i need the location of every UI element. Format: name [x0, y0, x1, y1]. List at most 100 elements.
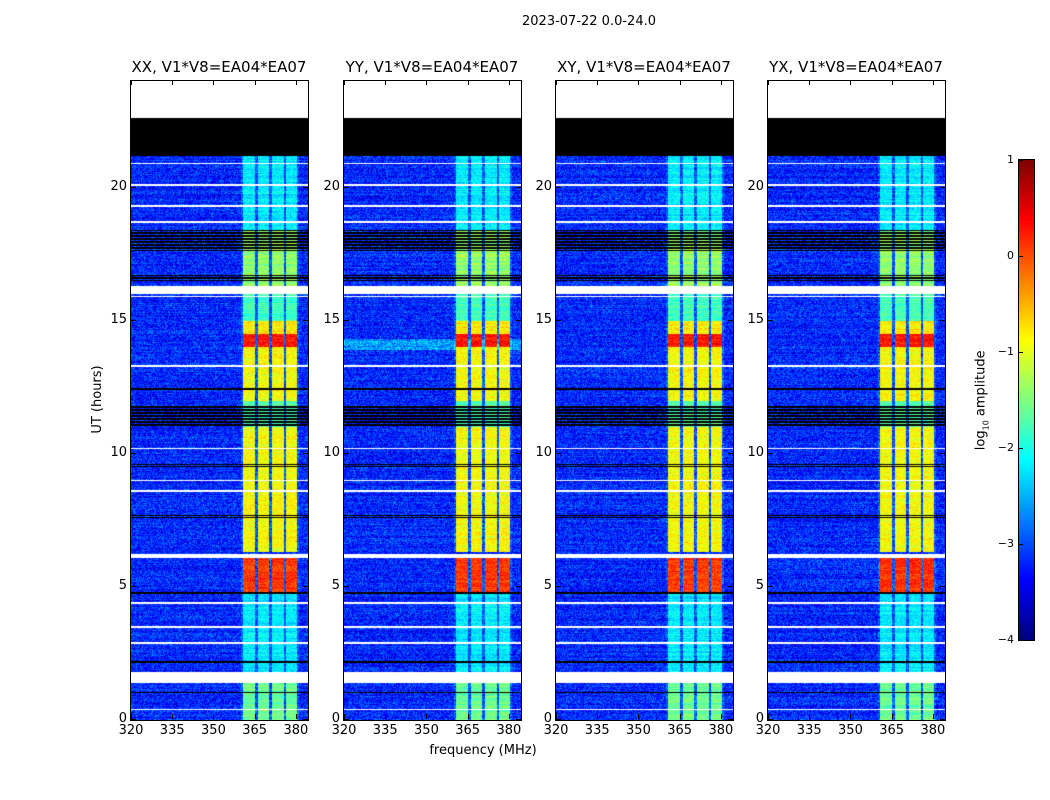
- x-tick-mark: [385, 714, 387, 719]
- x-tick-mark: [679, 80, 681, 85]
- x-tick-mark: [344, 714, 345, 719]
- colorbar-tick-label: −2: [997, 441, 1014, 454]
- y-tick-mark: [728, 719, 733, 720]
- x-tick-label: 320: [118, 723, 144, 738]
- y-tick-mark: [940, 452, 945, 454]
- colorbar: [1018, 159, 1035, 641]
- colorbar-tick-mark: [1019, 352, 1023, 353]
- y-tick-mark: [556, 319, 561, 321]
- y-tick-label: 5: [543, 577, 552, 593]
- x-tick-mark: [426, 80, 428, 85]
- spectrogram-panel: [555, 80, 734, 721]
- x-tick-label: 365: [242, 723, 268, 738]
- x-tick-mark: [213, 80, 215, 85]
- x-tick-label: 350: [626, 723, 651, 738]
- x-tick-mark: [850, 714, 852, 719]
- y-tick-label: 0: [331, 711, 340, 726]
- y-tick-label: 0: [755, 711, 764, 726]
- x-tick-label: 365: [667, 723, 693, 738]
- y-tick-mark: [940, 319, 945, 321]
- x-tick-mark: [131, 80, 132, 85]
- y-tick-mark: [940, 186, 945, 188]
- colorbar-tick-mark: [1019, 544, 1023, 545]
- y-tick-mark: [303, 719, 308, 720]
- y-tick-mark: [768, 719, 773, 720]
- x-tick-mark: [131, 714, 132, 719]
- x-tick-mark: [254, 80, 256, 85]
- y-tick-mark: [344, 186, 349, 188]
- heatmap-image: [344, 81, 521, 720]
- y-tick-label: 20: [747, 178, 764, 194]
- y-tick-label: 20: [110, 178, 127, 194]
- y-axis-label: UT (hours): [90, 365, 105, 434]
- y-tick-mark: [344, 319, 349, 321]
- y-tick-label: 10: [535, 444, 552, 460]
- x-tick-label: 380: [708, 723, 734, 738]
- colorbar-label-amplitude: amplitude: [973, 350, 989, 421]
- y-tick-mark: [728, 186, 733, 188]
- colorbar-tick-mark: [1019, 640, 1023, 641]
- x-tick-label: 380: [496, 723, 522, 738]
- y-tick-mark: [516, 319, 521, 321]
- colorbar-tick-label: 0: [1007, 249, 1014, 262]
- y-tick-mark: [131, 319, 136, 321]
- x-tick-label: 335: [584, 723, 610, 738]
- y-tick-label: 20: [535, 178, 552, 194]
- y-tick-label: 20: [323, 178, 340, 194]
- colorbar-tick-label: −3: [997, 537, 1014, 550]
- x-tick-mark: [254, 714, 256, 719]
- x-tick-mark: [679, 714, 681, 719]
- x-tick-mark: [638, 714, 640, 719]
- y-tick-mark: [516, 585, 521, 587]
- x-tick-label: 365: [879, 723, 905, 738]
- x-tick-mark: [295, 80, 297, 85]
- x-tick-label: 320: [755, 723, 781, 738]
- y-tick-mark: [940, 585, 945, 587]
- y-tick-mark: [344, 452, 349, 454]
- y-tick-mark: [303, 585, 308, 587]
- x-axis-label: frequency (MHz): [429, 743, 537, 758]
- colorbar-tick-mark: [1019, 256, 1023, 257]
- x-tick-mark: [768, 80, 769, 85]
- x-tick-label: 380: [283, 723, 309, 738]
- x-tick-mark: [891, 80, 893, 85]
- x-tick-mark: [850, 80, 852, 85]
- y-tick-label: 10: [323, 444, 340, 460]
- y-tick-label: 15: [747, 311, 764, 327]
- y-tick-mark: [344, 719, 349, 720]
- heatmap-image: [131, 81, 308, 720]
- x-tick-mark: [295, 714, 297, 719]
- x-tick-mark: [597, 714, 599, 719]
- y-tick-mark: [728, 585, 733, 587]
- y-tick-label: 15: [323, 311, 340, 327]
- x-tick-mark: [932, 714, 934, 719]
- x-tick-mark: [638, 80, 640, 85]
- y-tick-mark: [303, 186, 308, 188]
- y-tick-mark: [768, 186, 773, 188]
- x-tick-mark: [720, 80, 722, 85]
- panel-title: YY, V1*V8=EA04*EA07: [345, 58, 519, 76]
- y-tick-mark: [516, 452, 521, 454]
- panel-title: YX, V1*V8=EA04*EA07: [769, 58, 943, 76]
- y-tick-mark: [303, 319, 308, 321]
- y-tick-mark: [768, 319, 773, 321]
- x-tick-mark: [385, 80, 387, 85]
- figure-title: 2023-07-22 0.0-24.0: [522, 14, 656, 29]
- colorbar-tick-label: −1: [997, 345, 1014, 358]
- x-tick-mark: [508, 80, 510, 85]
- y-tick-mark: [131, 719, 136, 720]
- y-tick-label: 10: [747, 444, 764, 460]
- colorbar-tick-label: 1: [1007, 153, 1014, 166]
- panel-title: XX, V1*V8=EA04*EA07: [131, 58, 307, 76]
- y-tick-label: 5: [755, 577, 764, 593]
- y-tick-mark: [556, 186, 561, 188]
- y-tick-label: 0: [543, 711, 552, 726]
- x-tick-mark: [467, 714, 469, 719]
- x-tick-mark: [556, 714, 557, 719]
- x-tick-label: 350: [838, 723, 863, 738]
- x-tick-label: 320: [331, 723, 357, 738]
- colorbar-label-log: log: [973, 430, 989, 451]
- colorbar-label: log10 amplitude: [974, 320, 991, 480]
- x-tick-mark: [344, 80, 345, 85]
- y-tick-mark: [728, 319, 733, 321]
